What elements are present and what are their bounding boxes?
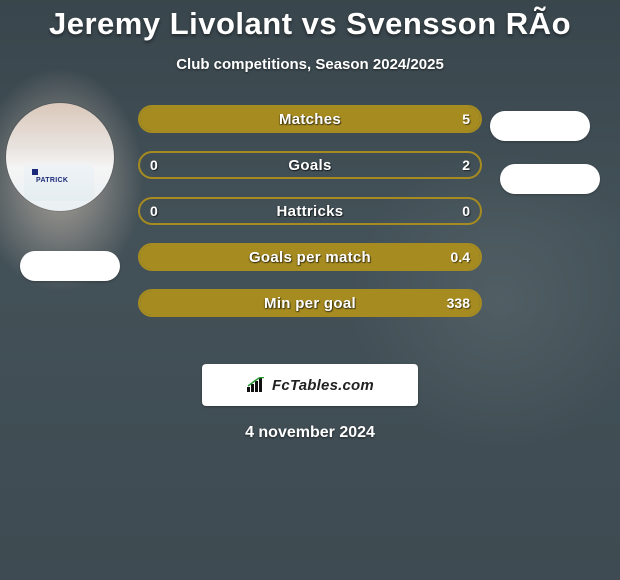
stat-bar: Min per goal338: [138, 289, 482, 317]
stat-value-right: 5: [452, 107, 480, 131]
stat-value-left: [140, 107, 160, 131]
stat-value-right: 338: [437, 291, 480, 315]
player-left-avatar: PATRICK: [6, 103, 114, 211]
stat-bar: Hattricks0 0: [138, 197, 482, 225]
subtitle: Club competitions, Season 2024/2025: [0, 56, 620, 73]
stat-value-left: 0: [140, 199, 168, 223]
stat-bar: Goals per match0.4: [138, 243, 482, 271]
stat-label: Min per goal: [140, 291, 480, 315]
player-right-flag-2: [500, 164, 600, 194]
page-title: Jeremy Livolant vs Svensson RÃo: [0, 0, 620, 42]
stat-value-left: [140, 245, 160, 269]
stat-label: Goals per match: [140, 245, 480, 269]
stat-label: Hattricks: [140, 199, 480, 223]
comparison-area: PATRICK Matches5Goals02Hattricks00Goals …: [0, 103, 620, 348]
stat-value-right: 0: [452, 199, 480, 223]
stat-value-right: 0.4: [441, 245, 480, 269]
stat-bar: Goals0 2: [138, 151, 482, 179]
stat-value-left: [140, 291, 160, 315]
stat-label: Matches: [140, 107, 480, 131]
fctables-icon: [246, 377, 266, 393]
stat-value-right: 2: [452, 153, 480, 177]
stat-label: Goals: [140, 153, 480, 177]
jersey-sponsor-text: PATRICK: [36, 177, 68, 184]
stat-bars: Matches5Goals02Hattricks00Goals per matc…: [138, 105, 482, 335]
stat-value-left: 0: [140, 153, 168, 177]
player-right-flag-1: [490, 111, 590, 141]
footer-date: 4 november 2024: [0, 424, 620, 442]
stat-bar: Matches5: [138, 105, 482, 133]
source-badge: FcTables.com: [202, 364, 418, 406]
player-left-flag: [20, 251, 120, 281]
source-brand-text: FcTables.com: [272, 377, 374, 394]
